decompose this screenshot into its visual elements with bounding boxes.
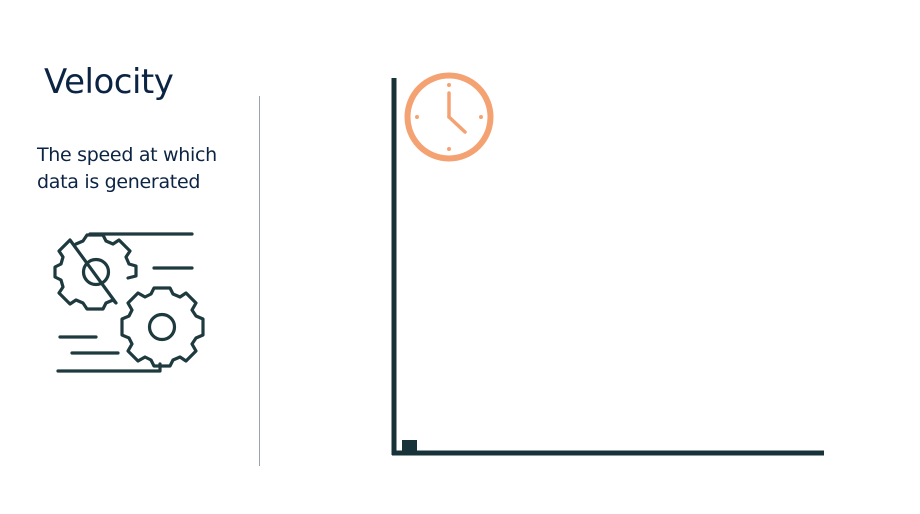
clock-hour-hand — [447, 115, 467, 134]
clock-tick — [447, 83, 451, 87]
lower-gear-hub — [147, 312, 177, 342]
chart-axes — [391, 78, 824, 456]
slide-title: Velocity — [44, 62, 174, 102]
clock-icon — [404, 72, 494, 162]
upper-gear-hub — [81, 257, 111, 287]
upper-gear — [53, 233, 138, 311]
clock-tick — [415, 115, 419, 119]
vertical-divider — [259, 96, 260, 466]
data-point-marker — [402, 440, 417, 451]
lower-gear — [120, 286, 205, 368]
clock-tick — [479, 115, 483, 119]
spinning-gears-icon — [53, 232, 205, 373]
speed-line — [56, 362, 162, 373]
clock-tick — [447, 147, 451, 151]
slide-description: The speed at which data is generated — [37, 144, 217, 193]
